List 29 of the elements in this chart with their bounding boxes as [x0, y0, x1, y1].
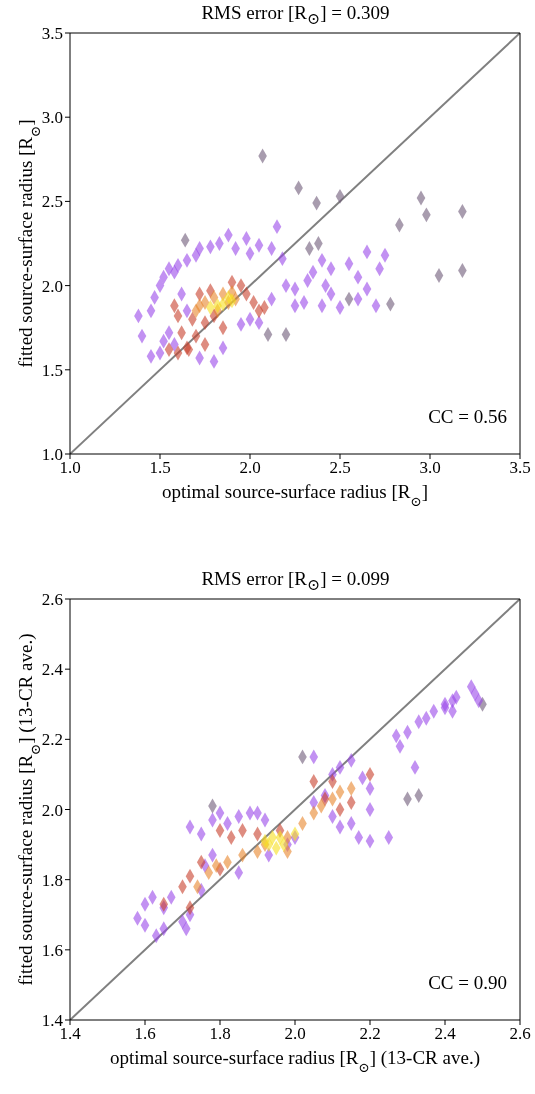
- x-axis-title: optimal source-surface radius [R$_{⊙}$]: [162, 481, 428, 509]
- y-tick-label: 2.0: [41, 276, 63, 296]
- y-tick-label: 2.6: [41, 590, 63, 610]
- x-tick-label: 2.6: [509, 1024, 531, 1044]
- x-tick-label: 2.2: [359, 1024, 381, 1044]
- annotation: CC = 0.90: [428, 972, 507, 994]
- x-axis-title: optimal source-surface radius [R$_{⊙}$] (13-CR ave.): [110, 1047, 480, 1075]
- x-tick-label: 2.0: [284, 1024, 306, 1044]
- x-tick-label: 2.5: [329, 458, 351, 478]
- y-tick-label: 2.4: [41, 660, 64, 680]
- chart-title: RMS error [R$_{⊙}$] = 0.309: [200, 1, 391, 27]
- y-tick-label: 2.0: [41, 800, 63, 820]
- x-tick-label: 1.5: [149, 458, 171, 478]
- x-tick-label: 1.8: [209, 1024, 231, 1044]
- annotation: CC = 0.56: [428, 406, 507, 428]
- y-tick-label: 1.6: [41, 940, 63, 960]
- x-tick-label: 3.5: [509, 458, 531, 478]
- chart-title: RMS error [R$_{⊙}$] = 0.099: [200, 567, 391, 593]
- y-tick-label: 1.8: [41, 870, 63, 890]
- x-tick-label: 2.0: [239, 458, 261, 478]
- y-tick-label: 1.5: [41, 360, 63, 380]
- y-tick-label: 3.0: [41, 108, 63, 128]
- y-tick-label: 3.5: [41, 24, 63, 44]
- y-tick-label: 2.5: [41, 192, 63, 212]
- y-tick-label: 1.0: [41, 445, 63, 465]
- x-tick-label: 1.6: [134, 1024, 156, 1044]
- x-tick-label: 3.0: [419, 458, 441, 478]
- y-tick-label: 2.2: [41, 730, 63, 750]
- x-tick-label: 2.4: [434, 1024, 457, 1044]
